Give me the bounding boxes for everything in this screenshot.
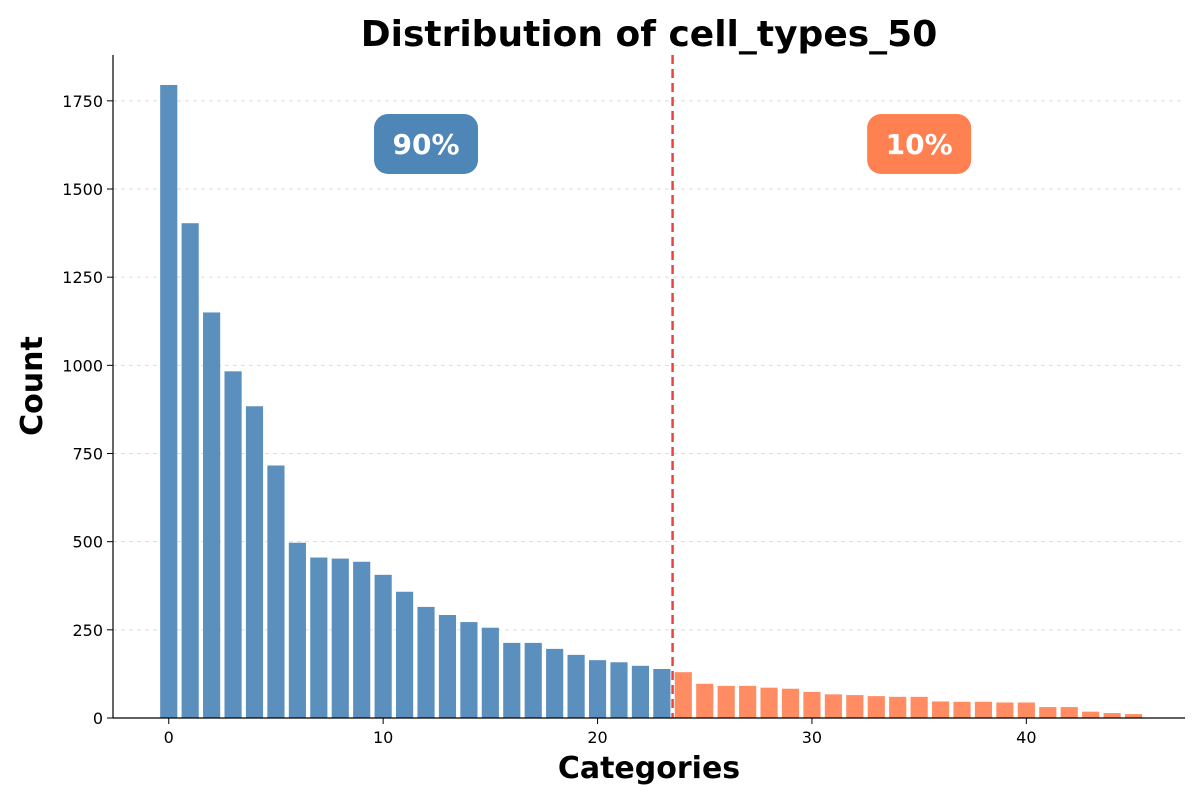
bar [910,696,928,718]
ticks: 0 250 500 750 1000 1250 1500 1750 0 10 20 30 40 [62,92,1036,747]
y-tick-label: 250 [72,621,103,640]
bar [224,371,242,718]
y-tick-label: 0 [93,709,103,728]
region-badge-label: 90% [393,128,460,161]
bar [867,696,885,718]
region-badges: 90% 10% [374,114,972,174]
bar [160,84,178,718]
bar [739,685,757,718]
bar [996,702,1014,718]
bar [1124,714,1143,718]
bar [824,694,842,718]
bar [331,558,349,718]
bar [696,683,714,718]
bar [653,668,671,718]
bar [374,574,392,718]
bar [503,642,521,718]
region-badge [374,114,479,174]
bar [546,648,564,718]
bar [567,654,585,718]
bar [438,615,457,718]
bar [760,687,778,718]
y-tick-label: 1750 [62,92,103,111]
bar [588,660,607,718]
bar [781,688,800,718]
bar [974,701,993,718]
bar [203,312,221,718]
x-tick-label: 0 [164,728,174,747]
bar [846,695,864,718]
bar [310,557,328,718]
bar [610,662,628,718]
bar [1039,707,1057,718]
bar [1103,713,1121,718]
bar [631,665,649,718]
region-badge [867,114,972,174]
x-tick-label: 30 [802,728,822,747]
y-tick-label: 1000 [62,356,103,375]
bar [524,642,542,718]
axes [112,55,1185,719]
y-tick-label: 1500 [62,180,103,199]
y-tick-label: 500 [72,533,103,552]
bar [396,591,414,718]
bar [932,701,950,718]
bar [889,696,907,718]
bar [181,223,199,718]
bar [267,465,285,718]
chart-title: Distribution of cell_types_50 [361,14,938,55]
region-badge-label: 10% [886,128,953,161]
bar [953,701,971,718]
bar [417,606,435,718]
bar [245,406,264,718]
x-axis-label: Categories [558,751,740,786]
bar [481,627,499,718]
x-tick-label: 20 [587,728,607,747]
y-tick-label: 750 [72,445,103,464]
gridlines [113,100,1185,631]
x-tick-label: 10 [373,728,393,747]
bar [1017,702,1035,718]
bar [674,672,692,718]
bars [160,84,1143,718]
bar [1060,707,1078,718]
bar [460,622,478,718]
y-axis-label: Count [15,336,50,436]
bar [803,691,821,718]
y-tick-label: 1250 [62,268,103,287]
bar [1082,711,1100,718]
bar [717,685,735,718]
x-tick-label: 40 [1016,728,1036,747]
bar [353,561,371,718]
bar [288,542,306,718]
